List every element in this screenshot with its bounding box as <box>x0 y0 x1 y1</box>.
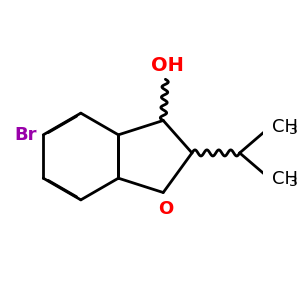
Text: CH: CH <box>272 118 298 136</box>
Text: 3: 3 <box>289 176 297 189</box>
Text: Br: Br <box>14 126 37 144</box>
Text: OH: OH <box>151 56 184 75</box>
Text: O: O <box>158 200 173 218</box>
Text: CH: CH <box>272 170 298 188</box>
Text: 3: 3 <box>289 123 297 137</box>
